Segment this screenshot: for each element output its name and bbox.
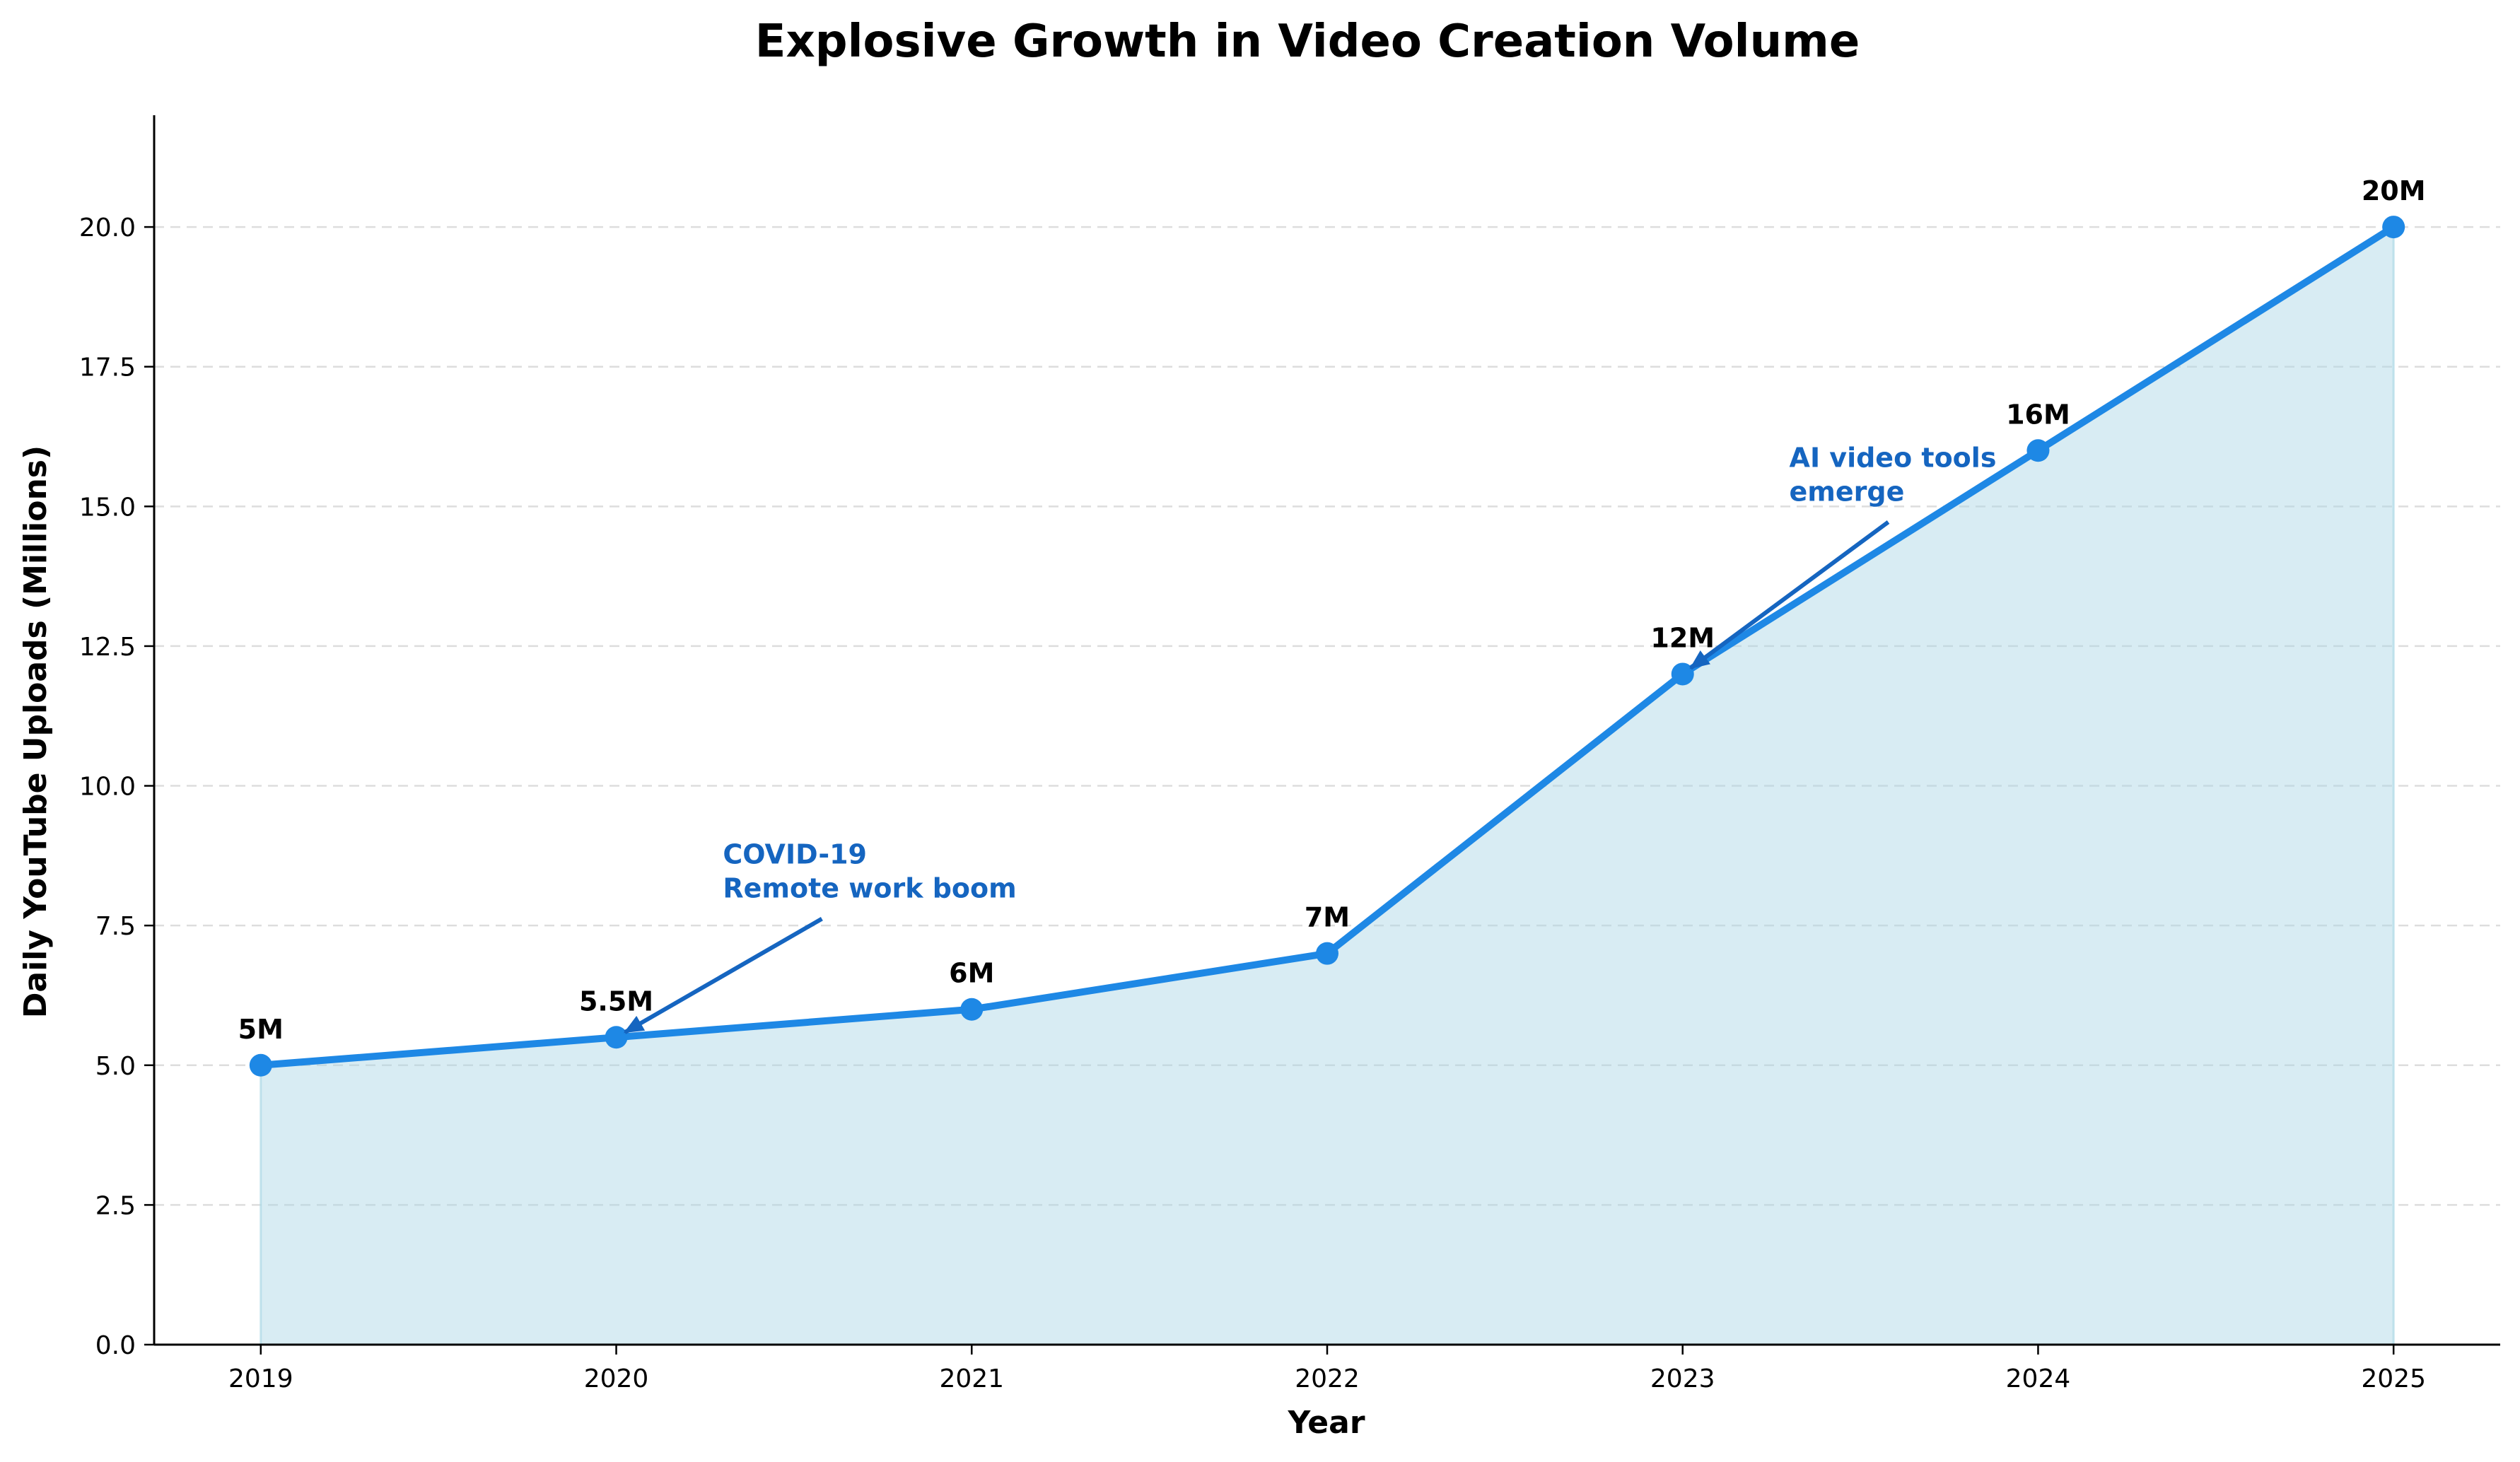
data-point (960, 998, 984, 1021)
y-tick-label: 7.5 (95, 912, 136, 941)
y-tick-label: 5.0 (95, 1052, 136, 1081)
data-point (2382, 216, 2405, 239)
annotation-line: COVID-19 (723, 839, 867, 870)
annotation-line: Remote work boom (723, 873, 1016, 904)
data-label: 12M (1650, 622, 1715, 653)
data-point (605, 1026, 628, 1049)
annotation-text: AI video tools emerge (1790, 442, 1997, 507)
y-tick-label: 15.0 (79, 493, 136, 522)
x-tick-label: 2025 (2361, 1364, 2426, 1393)
data-label: 16M (2006, 399, 2070, 430)
data-label: 7M (1305, 902, 1350, 933)
y-tick-label: 0.0 (95, 1331, 136, 1360)
axes: 0.0 2.5 5.0 7.5 10.0 12.5 15.0 17.5 20.0 2019 2020… (79, 115, 2500, 1393)
data-points (249, 216, 2405, 1077)
annotation-arrow (1689, 520, 1890, 670)
data-point (2026, 439, 2050, 462)
y-tick-label: 12.5 (79, 633, 136, 662)
x-tick-label: 2023 (1650, 1364, 1715, 1393)
data-point (1316, 942, 1338, 965)
x-tick-label: 2024 (2006, 1364, 2071, 1393)
x-tick-label: 2019 (228, 1364, 293, 1393)
annotation-arrow (623, 917, 823, 1034)
data-label: 20M (2362, 175, 2426, 206)
annotation-line: AI video tools (1790, 442, 1997, 473)
x-tick-label: 2020 (584, 1364, 649, 1393)
y-tick-label: 20.0 (79, 214, 136, 242)
x-tick-label: 2022 (1295, 1364, 1360, 1393)
data-label: 5.5M (579, 986, 653, 1017)
data-label: 5M (238, 1014, 284, 1045)
annotations: COVID-19 Remote work boom AI video tools em… (623, 442, 1997, 1034)
data-label: 6M (949, 958, 994, 989)
data-labels: 5M 5.5M 6M 7M 12M 16M 20M (238, 175, 2426, 1045)
y-tick-label: 17.5 (79, 353, 136, 382)
x-tick-label: 2021 (939, 1364, 1004, 1393)
y-tick-label: 2.5 (95, 1191, 136, 1220)
chart-title: Explosive Growth in Video Creation Volum… (755, 16, 1860, 68)
annotation-text: COVID-19 Remote work boom (723, 839, 1016, 904)
grid-lines (154, 226, 2500, 1206)
y-tick-label: 10.0 (79, 773, 136, 802)
data-point (249, 1053, 272, 1077)
y-axis-title: Daily YouTube Uploads (Millions) (18, 445, 54, 1018)
data-point (1671, 662, 1694, 686)
annotation-line: emerge (1790, 476, 1905, 507)
x-axis-title: Year (1287, 1405, 1365, 1441)
